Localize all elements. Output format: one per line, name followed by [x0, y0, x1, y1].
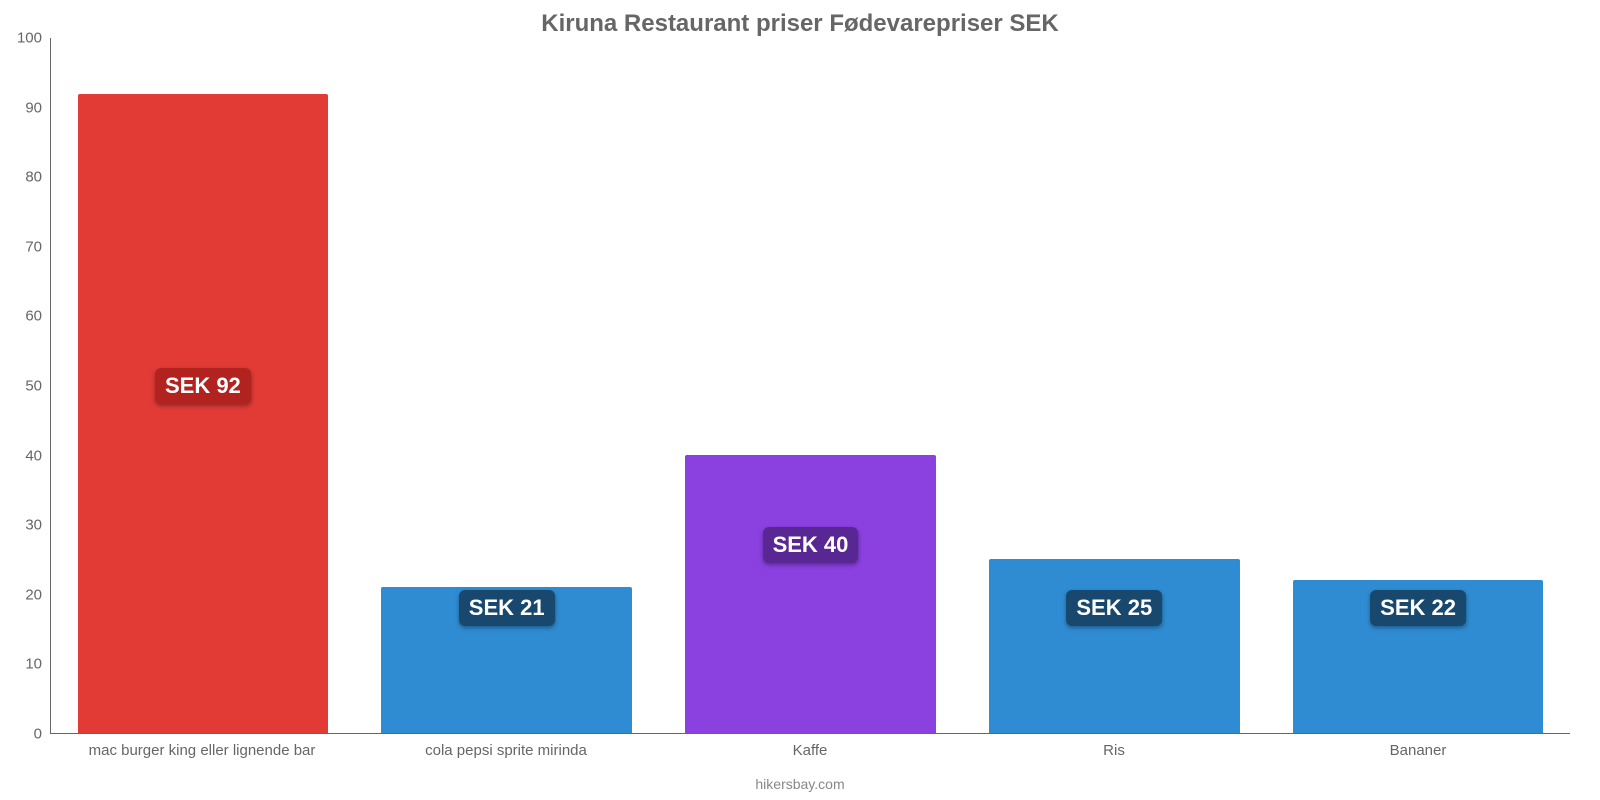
y-axis: 0102030405060708090100	[0, 38, 50, 734]
bars-holder: SEK 92 SEK 21 SEK 40 SEK 25 SEK 22	[51, 38, 1570, 733]
chart-footer: hikersbay.com	[0, 776, 1600, 792]
plot-row: 0102030405060708090100 SEK 92SEK 21SEK 4…	[0, 38, 1600, 734]
y-tick: 60	[25, 308, 42, 325]
y-tick: 50	[25, 378, 42, 395]
bar	[989, 559, 1240, 733]
x-label: Kaffe	[793, 742, 828, 759]
y-tick: 70	[25, 238, 42, 255]
y-tick: 80	[25, 169, 42, 186]
bar	[78, 94, 329, 733]
y-tick: 20	[25, 586, 42, 603]
y-tick: 10	[25, 656, 42, 673]
bar	[685, 455, 936, 733]
y-tick: 100	[17, 30, 42, 47]
value-badge: SEK 40	[763, 527, 859, 563]
y-tick: 0	[34, 726, 42, 743]
value-badge: SEK 22	[1370, 590, 1466, 626]
plot-area: SEK 92 SEK 21 SEK 40 SEK 25 SEK 22	[50, 38, 1570, 734]
x-axis-labels: mac burger king eller lignende bar cola p…	[50, 734, 1570, 776]
chart-title: Kiruna Restaurant priser Fødevarepriser …	[0, 10, 1600, 38]
y-tick: 30	[25, 517, 42, 534]
x-label: Bananer	[1390, 742, 1447, 759]
y-tick: 90	[25, 99, 42, 116]
y-tick: 40	[25, 447, 42, 464]
value-badge: SEK 25	[1066, 590, 1162, 626]
x-label: mac burger king eller lignende bar	[89, 742, 316, 759]
value-badge: SEK 21	[459, 590, 555, 626]
x-label: cola pepsi sprite mirinda	[425, 742, 587, 759]
value-badge: SEK 92	[155, 368, 251, 404]
x-label: Ris	[1103, 742, 1125, 759]
price-bar-chart: Kiruna Restaurant priser Fødevarepriser …	[0, 0, 1600, 800]
